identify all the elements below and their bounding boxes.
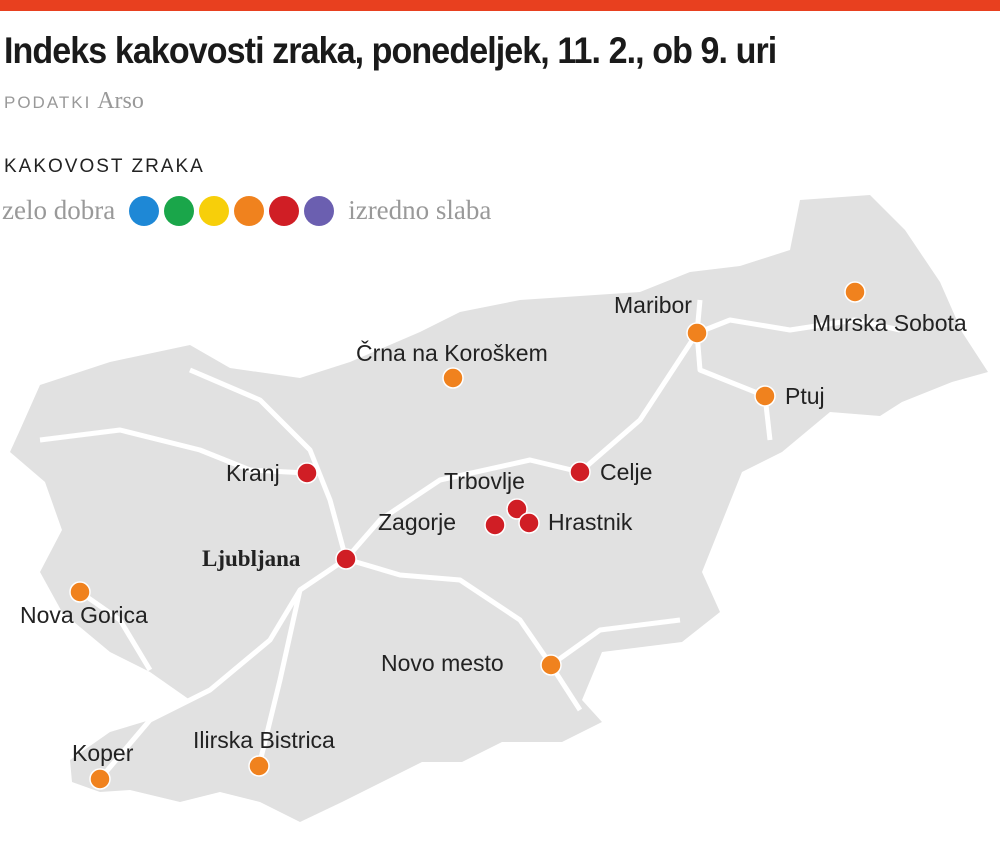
city-label: Koper <box>72 740 134 766</box>
slovenia-shape <box>10 195 988 822</box>
city-dot <box>296 462 318 484</box>
city-markers: Maribor Murska Sobota Črna na Koroškem Ptuj… <box>20 281 967 790</box>
city-dot <box>569 461 591 483</box>
top-accent-bar <box>0 0 1000 11</box>
roads <box>39 299 901 781</box>
city-label: Trbovlje <box>444 468 525 494</box>
road <box>694 332 773 441</box>
road <box>78 589 153 672</box>
legend-dot-6 <box>304 195 335 226</box>
road <box>189 367 349 560</box>
city-dot <box>484 514 506 536</box>
city-dot <box>518 512 540 534</box>
city-label: Celje <box>600 459 652 485</box>
city-dot <box>335 548 357 570</box>
city-label: Maribor <box>614 292 692 318</box>
city-label: Zagorje <box>378 509 456 535</box>
city-marker: Celje <box>569 459 652 485</box>
legend-dot-3 <box>199 195 230 226</box>
legend-title: KAKOVOST ZRAKA <box>4 156 205 177</box>
city-dot <box>248 755 270 777</box>
city-dot <box>754 385 776 407</box>
legend-high-label: izredno slaba <box>348 195 492 225</box>
city-label: Kranj <box>226 460 280 486</box>
city-dot <box>442 367 464 389</box>
city-label: Ilirska Bistrica <box>193 727 335 753</box>
legend-low-label: zelo dobra <box>2 195 116 225</box>
city-dot <box>89 768 111 790</box>
city-label: Ljubljana <box>202 546 301 571</box>
city-label: Nova Gorica <box>20 602 148 628</box>
city-dot <box>506 498 528 520</box>
city-dot <box>844 281 866 303</box>
legend-dot-4 <box>234 195 265 226</box>
city-label: Hrastnik <box>548 509 633 535</box>
city-marker: Koper <box>72 740 134 790</box>
legend-dot-1 <box>129 195 160 226</box>
city-marker: Nova Gorica <box>20 581 148 628</box>
city-marker: Kranj <box>226 460 318 486</box>
city-dot <box>69 581 91 603</box>
city-label: Murska Sobota <box>812 310 967 336</box>
road <box>39 427 308 476</box>
page-title: Indeks kakovosti zraka, ponedeljek, 11. … <box>4 30 777 71</box>
legend-dot-2 <box>164 195 195 226</box>
city-marker: Ptuj <box>754 383 825 409</box>
city-dot <box>686 322 708 344</box>
road <box>549 617 681 668</box>
city-marker: Hrastnik <box>518 509 633 535</box>
road <box>98 556 348 781</box>
city-marker: Črna na Koroškem <box>356 339 548 389</box>
road <box>344 299 703 561</box>
legend-dot-5 <box>269 195 300 226</box>
city-marker: Murska Sobota <box>812 281 967 336</box>
city-label: Ptuj <box>785 383 825 409</box>
city-label: Črna na Koroškem <box>356 339 548 366</box>
source-label: PODATKI <box>4 93 92 112</box>
source-value: Arso <box>97 88 144 114</box>
city-dot <box>540 654 562 676</box>
source-line: PODATKI Arso <box>4 88 144 115</box>
legend-color-scale <box>129 195 335 226</box>
city-marker: Ljubljana <box>202 546 357 571</box>
city-marker: Trbovlje <box>444 468 528 520</box>
road <box>256 589 303 767</box>
city-marker: Zagorje <box>378 509 506 536</box>
city-marker: Ilirska Bistrica <box>193 727 335 777</box>
legend: zelo dobra izredno slaba <box>2 195 491 226</box>
city-marker: Novo mesto <box>381 650 562 676</box>
city-marker: Maribor <box>614 292 708 344</box>
city-label: Novo mesto <box>381 650 504 676</box>
road <box>696 317 901 336</box>
